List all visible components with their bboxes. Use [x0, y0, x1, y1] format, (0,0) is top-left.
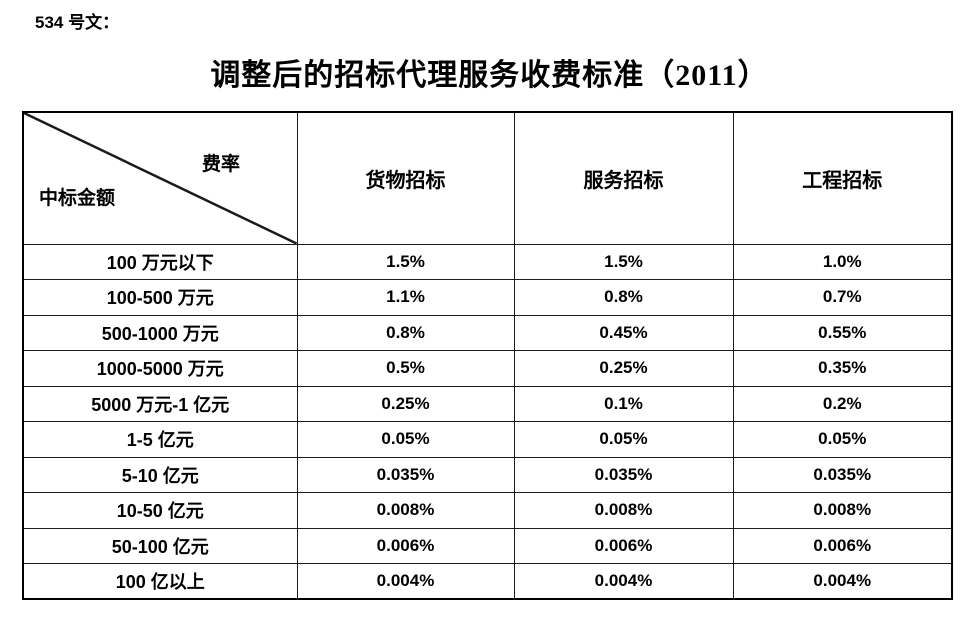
column-header-goods-bidding: 货物招标: [296, 111, 515, 245]
table-cell: 0.8%: [296, 314, 515, 351]
table-row: 500-1000 万元 0.8% 0.45% 0.55%: [22, 314, 953, 351]
table-cell: 1.1%: [296, 279, 515, 316]
fee-rate-table: 费率 中标金额 货物招标 服务招标 工程招标 100 万元以下 1.5% 1.5…: [22, 111, 953, 600]
diagonal-divider-line: [24, 113, 296, 243]
row-label-cell: 100 亿以上: [22, 563, 298, 600]
row-label-cell: 5-10 亿元: [22, 456, 298, 493]
table-cell: 0.7%: [732, 279, 953, 316]
table-cell: 0.25%: [296, 385, 515, 422]
doc-number: 534 号文：: [35, 13, 120, 32]
table-cell: 0.55%: [732, 314, 953, 351]
table-cell: 0.05%: [513, 421, 734, 458]
table-cell: 1.5%: [513, 243, 734, 280]
table-cell: 0.004%: [732, 563, 953, 600]
table-cell: 0.006%: [513, 527, 734, 564]
row-label-cell: 5000 万元-1 亿元: [22, 385, 298, 422]
table-cell: 0.004%: [296, 563, 515, 600]
table-cell: 0.035%: [513, 456, 734, 493]
corner-label-fee-rate: 费率: [202, 154, 241, 175]
row-label-cell: 10-50 亿元: [22, 492, 298, 529]
row-label-cell: 100-500 万元: [22, 279, 298, 316]
table-cell: 0.8%: [513, 279, 734, 316]
corner-header-cell: 费率 中标金额: [22, 111, 298, 245]
table-row: 5000 万元-1 亿元 0.25% 0.1% 0.2%: [22, 385, 953, 422]
corner-label-bid-amount: 中标金额: [39, 188, 116, 209]
table-cell: 1.0%: [732, 243, 953, 280]
table-row: 1-5 亿元 0.05% 0.05% 0.05%: [22, 421, 953, 458]
table-cell: 0.45%: [513, 314, 734, 351]
table-row: 100 万元以下 1.5% 1.5% 1.0%: [22, 243, 953, 280]
column-header-service-bidding: 服务招标: [513, 111, 734, 245]
table-cell: 0.1%: [513, 385, 734, 422]
page-title: 调整后的招标代理服务收费标准（2011）: [210, 59, 769, 92]
table-cell: 0.006%: [732, 527, 953, 564]
table-row: 100 亿以上 0.004% 0.004% 0.004%: [22, 563, 953, 600]
table-row: 100-500 万元 1.1% 0.8% 0.7%: [22, 279, 953, 316]
table-cell: 0.008%: [732, 492, 953, 529]
table-cell: 0.035%: [296, 456, 515, 493]
row-label-cell: 1-5 亿元: [22, 421, 298, 458]
table-row: 50-100 亿元 0.006% 0.006% 0.006%: [22, 527, 953, 564]
table-row: 1000-5000 万元 0.5% 0.25% 0.35%: [22, 350, 953, 387]
row-label-cell: 50-100 亿元: [22, 527, 298, 564]
table-row: 5-10 亿元 0.035% 0.035% 0.035%: [22, 456, 953, 493]
table-row: 10-50 亿元 0.008% 0.008% 0.008%: [22, 492, 953, 529]
table-cell: 0.05%: [732, 421, 953, 458]
table-cell: 0.008%: [296, 492, 515, 529]
row-label-cell: 1000-5000 万元: [22, 350, 298, 387]
table-cell: 0.05%: [296, 421, 515, 458]
row-label-cell: 100 万元以下: [22, 243, 298, 280]
table-cell: 1.5%: [296, 243, 515, 280]
table-cell: 0.004%: [513, 563, 734, 600]
table-header-row: 费率 中标金额 货物招标 服务招标 工程招标: [22, 111, 953, 245]
table-cell: 0.035%: [732, 456, 953, 493]
table-cell: 0.5%: [296, 350, 515, 387]
table-cell: 0.008%: [513, 492, 734, 529]
row-label-cell: 500-1000 万元: [22, 314, 298, 351]
column-header-engineering-bidding: 工程招标: [732, 111, 953, 245]
table-cell: 0.006%: [296, 527, 515, 564]
table-cell: 0.2%: [732, 385, 953, 422]
table-cell: 0.35%: [732, 350, 953, 387]
table-cell: 0.25%: [513, 350, 734, 387]
